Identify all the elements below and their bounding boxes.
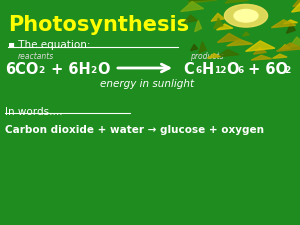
Polygon shape xyxy=(184,15,197,23)
Polygon shape xyxy=(243,32,249,36)
Polygon shape xyxy=(276,43,300,51)
Polygon shape xyxy=(286,23,295,33)
Polygon shape xyxy=(273,54,287,58)
Text: + 6H: + 6H xyxy=(46,62,91,77)
Text: reactants: reactants xyxy=(18,52,54,61)
Polygon shape xyxy=(254,48,266,54)
Text: ▪ The equation:: ▪ The equation: xyxy=(8,40,91,50)
Polygon shape xyxy=(217,24,233,30)
Polygon shape xyxy=(217,33,241,43)
Text: C: C xyxy=(183,62,194,77)
Polygon shape xyxy=(189,0,214,1)
Polygon shape xyxy=(181,2,204,12)
Polygon shape xyxy=(208,54,220,58)
Text: + 6O: + 6O xyxy=(243,62,288,77)
Polygon shape xyxy=(199,42,206,53)
Polygon shape xyxy=(246,41,275,51)
Polygon shape xyxy=(292,1,300,12)
Text: 6CO: 6CO xyxy=(5,62,38,77)
Polygon shape xyxy=(214,18,223,29)
Circle shape xyxy=(234,9,258,22)
Polygon shape xyxy=(284,20,298,24)
Text: 6: 6 xyxy=(237,66,243,75)
Circle shape xyxy=(224,4,268,27)
Text: 12: 12 xyxy=(214,66,226,75)
Polygon shape xyxy=(293,0,300,7)
Polygon shape xyxy=(190,44,198,51)
Polygon shape xyxy=(271,20,296,28)
Text: Photosynthesis: Photosynthesis xyxy=(8,15,189,35)
Polygon shape xyxy=(226,39,253,46)
Text: O: O xyxy=(97,62,110,77)
Polygon shape xyxy=(235,6,245,14)
Text: Carbon dioxide + water → glucose + oxygen: Carbon dioxide + water → glucose + oxyge… xyxy=(5,125,264,135)
Polygon shape xyxy=(252,6,259,18)
Polygon shape xyxy=(217,50,239,57)
Polygon shape xyxy=(211,13,224,21)
Polygon shape xyxy=(188,0,217,3)
Text: 2: 2 xyxy=(38,66,44,75)
Polygon shape xyxy=(289,37,300,47)
Polygon shape xyxy=(280,45,290,50)
Polygon shape xyxy=(225,0,248,3)
Text: 2: 2 xyxy=(284,66,290,75)
Polygon shape xyxy=(251,55,272,60)
Text: 2: 2 xyxy=(90,66,96,75)
Text: products: products xyxy=(190,52,224,61)
Text: In words....: In words.... xyxy=(5,107,63,117)
Text: O: O xyxy=(226,62,239,77)
Text: H: H xyxy=(202,62,214,77)
Text: energy in sunlight: energy in sunlight xyxy=(100,79,194,89)
Text: 6: 6 xyxy=(195,66,201,75)
Polygon shape xyxy=(195,20,202,32)
